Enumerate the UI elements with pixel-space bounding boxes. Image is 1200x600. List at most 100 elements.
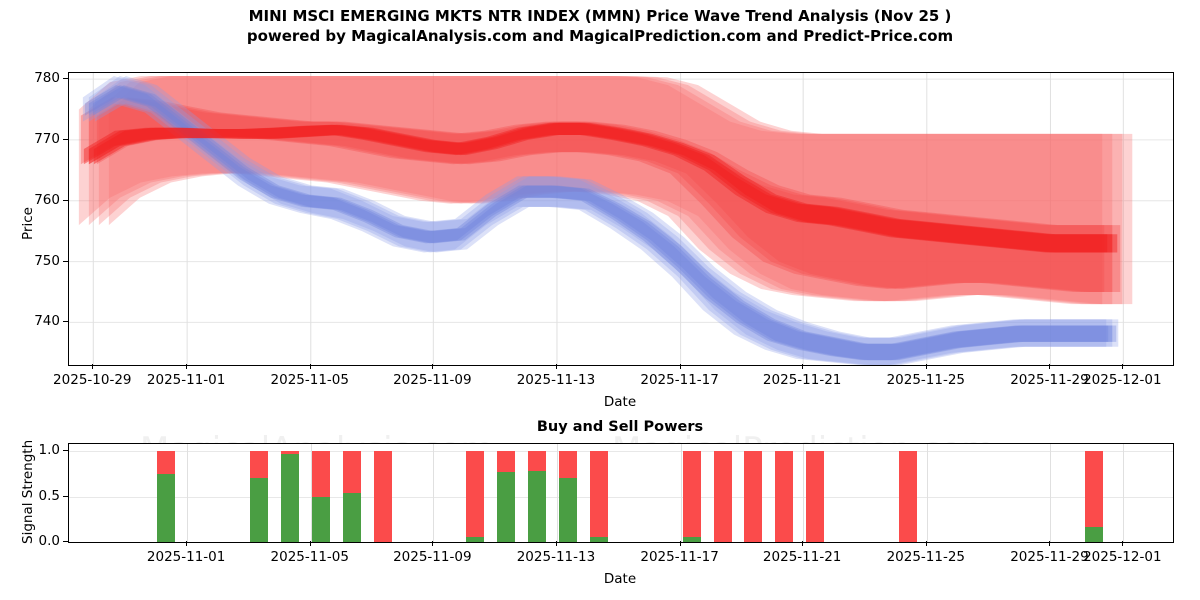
signal-x-tick-label: 2025-11-13 [516, 549, 596, 565]
buy-power-segment [466, 537, 485, 542]
signal-x-tick-label: 2025-12-01 [1083, 549, 1162, 565]
signal-strength-axis-label: Signal Strength [20, 439, 36, 544]
signal-bar [311, 451, 330, 542]
price-date-axis-label: Date [603, 394, 637, 410]
signal-x-tick-mark [802, 541, 804, 546]
buy-power-segment [589, 537, 608, 542]
price-band [108, 76, 1133, 305]
sell-power-segment [806, 451, 825, 542]
buy-sell-powers-title: Buy and Sell Powers [536, 419, 704, 435]
signal-x-tick-mark [555, 541, 557, 546]
title-line-2: powered by MagicalAnalysis.com and Magic… [246, 27, 954, 45]
price-x-tick-label: 2025-11-25 [886, 372, 966, 388]
price-band [78, 76, 1103, 305]
signal-gridline-v [556, 444, 558, 542]
signal-y-tick-mark [63, 450, 68, 452]
price-x-tick-mark [92, 364, 94, 369]
signal-x-tick-label: 2025-11-29 [1010, 549, 1089, 565]
price-y-tick-mark [63, 199, 68, 201]
price-x-tick-mark [802, 364, 804, 369]
price-x-tick-label: 2025-11-21 [762, 372, 842, 388]
price-y-tick-mark [63, 78, 68, 80]
price-x-tick-mark [1049, 364, 1051, 369]
price-band [83, 122, 1108, 253]
price-y-tick-label: 770 [34, 130, 60, 147]
price-band [88, 85, 1113, 361]
signal-bar [806, 451, 825, 542]
price-y-tick-label: 760 [34, 191, 60, 208]
price-band [88, 97, 1113, 292]
signal-gridline [69, 451, 1173, 453]
signal-x-tick-mark [1049, 541, 1051, 546]
sell-power-segment [280, 451, 299, 454]
sell-power-segment [589, 451, 608, 538]
buy-power-segment [249, 478, 268, 542]
signal-bar [713, 451, 732, 542]
sell-power-segment [559, 451, 577, 478]
price-band [92, 85, 1117, 361]
buy-power-segment [342, 493, 361, 542]
signal-bar [1084, 451, 1103, 542]
price-x-tick-label: 2025-11-01 [146, 372, 226, 388]
signal-gridline-v [926, 444, 928, 542]
signal-bar [682, 451, 701, 542]
signal-bar [249, 451, 268, 542]
signal-gridline-v [187, 444, 189, 542]
buy-power-segment [311, 496, 330, 542]
signal-y-tick-label: 0.5 [38, 487, 60, 504]
signal-bar [280, 451, 299, 542]
price-y-tick-mark [63, 260, 68, 262]
sell-power-segment [1084, 451, 1103, 528]
buy-power-segment [559, 477, 577, 542]
signal-y-tick-mark [63, 495, 68, 497]
signal-bar [899, 451, 918, 542]
sell-power-segment [342, 451, 361, 493]
sell-power-segment [466, 451, 485, 538]
signal-x-tick-label: 2025-11-09 [393, 549, 472, 565]
sell-power-segment [899, 451, 918, 542]
price-x-tick-mark [309, 364, 311, 369]
price-wave-bands [69, 73, 1173, 365]
sell-power-segment [775, 451, 794, 542]
price-x-tick-mark [432, 364, 434, 369]
price-y-tick-label: 780 [34, 70, 60, 87]
buy-power-segment [280, 453, 299, 542]
price-x-tick-mark [555, 364, 557, 369]
sell-power-segment [744, 451, 763, 542]
signal-y-tick-mark [63, 541, 68, 542]
signal-bar [775, 451, 794, 542]
buy-power-segment [497, 472, 516, 542]
signal-bar [342, 451, 361, 542]
price-band [80, 97, 1105, 292]
signal-bar [744, 451, 763, 542]
signal-x-tick-label: 2025-11-17 [640, 549, 719, 565]
sell-power-segment [497, 451, 516, 473]
signal-x-tick-mark [1122, 541, 1124, 546]
price-band [96, 97, 1121, 292]
signal-x-tick-mark [186, 541, 188, 546]
buy-power-segment [528, 471, 547, 542]
price-chart-plot-area [68, 72, 1174, 366]
signal-x-tick-label: 2025-11-25 [886, 549, 966, 565]
signal-gridline-v [680, 444, 682, 542]
price-axis-label: Price [20, 207, 36, 240]
signal-x-tick-mark [432, 541, 434, 546]
buy-power-segment [682, 536, 701, 542]
price-x-tick-mark [925, 364, 927, 369]
price-band [88, 122, 1113, 253]
signal-x-tick-label: 2025-11-05 [270, 549, 349, 565]
price-band [88, 76, 1113, 305]
sell-power-segment [157, 451, 176, 474]
page-title: MINI MSCI EMERGING MKTS NTR INDEX (MMN) … [0, 6, 1200, 46]
sell-power-segment [528, 451, 547, 472]
signal-gridline-v [1050, 444, 1052, 542]
price-x-tick-label: 2025-11-05 [270, 372, 349, 388]
price-y-tick-mark [63, 321, 68, 323]
price-x-tick-mark [186, 364, 188, 369]
title-line-1: MINI MSCI EMERGING MKTS NTR INDEX (MMN) … [248, 7, 952, 25]
signal-bar [589, 451, 608, 542]
buy-sell-plot-area [68, 443, 1174, 543]
signal-y-tick-label: 1.0 [38, 442, 60, 459]
price-band [94, 76, 1119, 365]
